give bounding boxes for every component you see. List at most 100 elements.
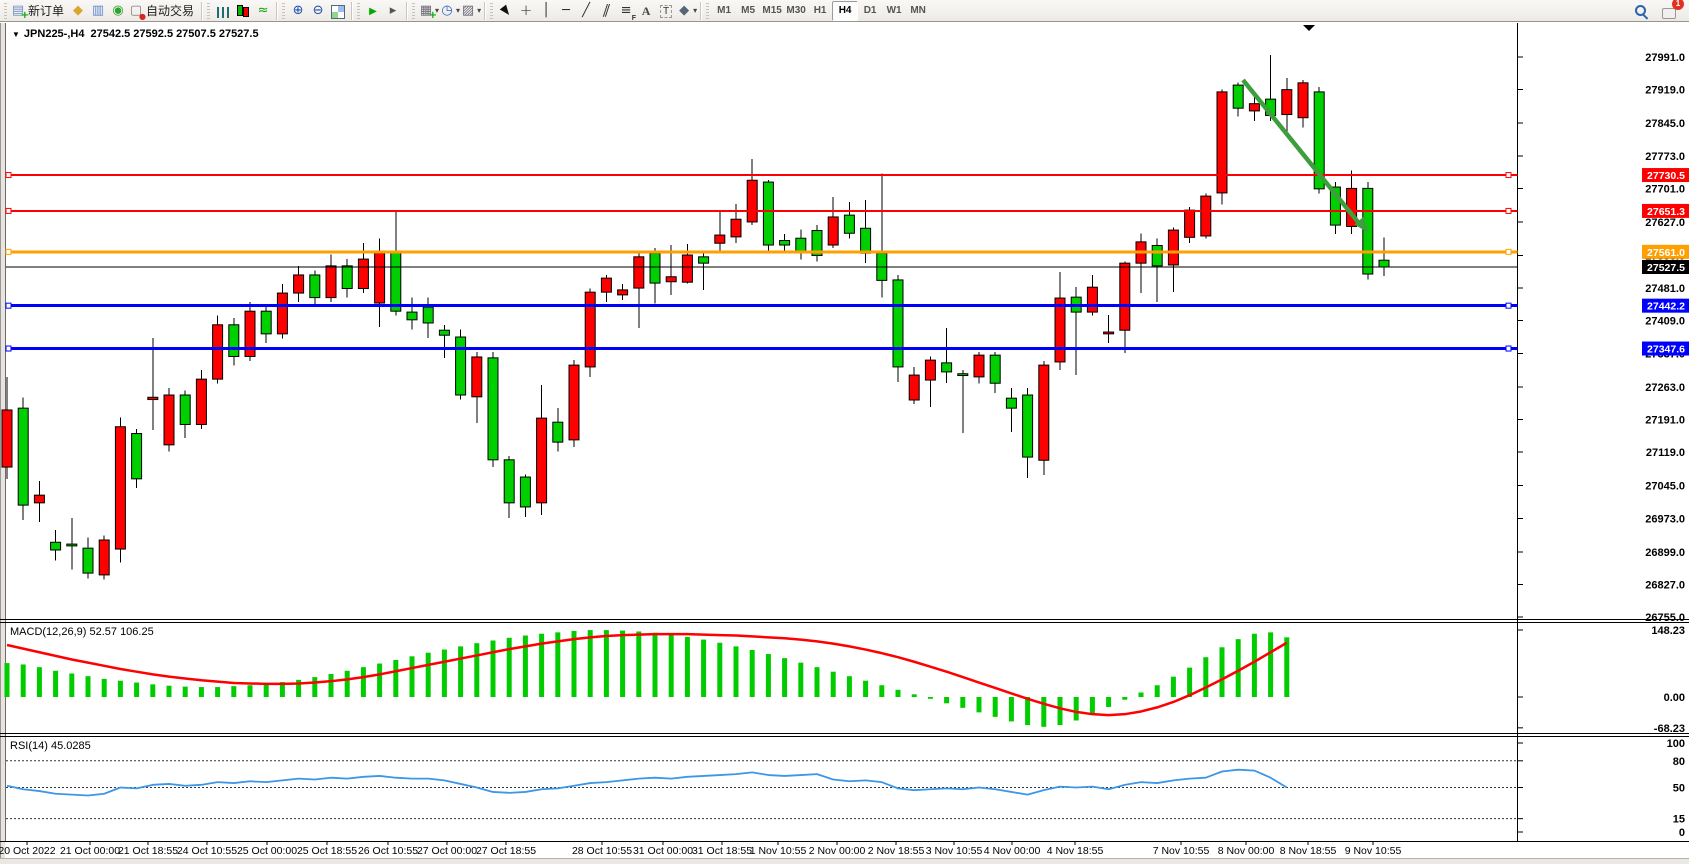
- macd-histogram-bar: [409, 656, 415, 697]
- label-button[interactable]: [656, 1, 676, 21]
- periods-button[interactable]: ▾: [439, 1, 460, 21]
- dropdown-arrow-icon[interactable]: ▾: [693, 6, 698, 15]
- new-order-button[interactable]: 新订单: [10, 1, 68, 21]
- macd-histogram-bar: [425, 652, 431, 697]
- macd-histogram-bar: [668, 634, 674, 697]
- channel-button[interactable]: [596, 1, 616, 21]
- candle-chart-button[interactable]: [233, 1, 253, 21]
- line-chart-button[interactable]: [253, 1, 273, 21]
- price-tick-label: 26899.0: [1645, 547, 1685, 559]
- ohlc-open: 27542.5: [90, 28, 131, 40]
- time-tick-label: 28 Oct 10:55: [572, 845, 632, 857]
- price-tick-label: 27119.0: [1646, 447, 1685, 459]
- tf-m15[interactable]: M15: [762, 4, 782, 16]
- tf-m30[interactable]: M30: [786, 4, 806, 16]
- zoom-in-button[interactable]: [288, 1, 308, 21]
- candles-layer: [1, 55, 1390, 580]
- collapse-icon[interactable]: ▼: [12, 30, 20, 39]
- rsi-value: 45.0285: [50, 740, 91, 752]
- price-tick-label: 27991.0: [1645, 52, 1685, 64]
- crosshair-button[interactable]: [516, 1, 536, 21]
- price-badge: [1642, 203, 1689, 218]
- chart-title[interactable]: ▼ JPN225-,H4 27542.5 27592.5 27507.5 27527.5: [12, 28, 262, 41]
- price-badge-label: 27730.5: [1647, 170, 1685, 182]
- new-order-button-label: 新订单: [28, 4, 65, 18]
- tf-m1[interactable]: M1: [717, 4, 732, 16]
- zoomin-icon: [290, 3, 306, 19]
- toolbar-grip: [357, 2, 361, 19]
- candle-up: [973, 354, 985, 378]
- hline-icon: [558, 3, 574, 19]
- chart-shift-button[interactable]: [383, 1, 403, 21]
- candle-up: [374, 252, 386, 304]
- bar-chart-button[interactable]: [213, 1, 233, 21]
- candle-up: [924, 359, 936, 381]
- tile-windows-button[interactable]: [328, 1, 348, 21]
- tf-d1[interactable]: D1: [863, 4, 877, 16]
- chat-button[interactable]: 1: [1659, 0, 1684, 21]
- auto-scroll-button[interactable]: [363, 1, 383, 21]
- cursor-icon: [498, 3, 514, 19]
- tf-m5[interactable]: M5: [741, 4, 756, 16]
- toolbar-grip: [282, 2, 286, 19]
- macd-histogram-bar: [782, 658, 788, 697]
- toolbar-separator: [406, 1, 409, 20]
- time-tick-label: 24 Oct 10:55: [177, 845, 237, 857]
- macd-axis: 148.23 0.00 -68.23: [1517, 625, 1685, 735]
- auto-trading-button[interactable]: 自动交易: [128, 1, 198, 21]
- hline-button[interactable]: [556, 1, 576, 21]
- macd-histogram-bar: [1284, 637, 1290, 697]
- trendline-button[interactable]: [576, 1, 596, 21]
- macd-histogram-bar: [328, 673, 334, 697]
- zoom-out-button[interactable]: [308, 1, 328, 21]
- candle-down: [1329, 186, 1341, 226]
- price-tick-label: 27773.0: [1645, 151, 1685, 163]
- tf-w1[interactable]: W1: [886, 4, 902, 16]
- metaeditor-button[interactable]: [68, 1, 88, 21]
- chart-end-marker[interactable]: [1303, 25, 1315, 31]
- candle-down: [649, 252, 661, 284]
- signals-button[interactable]: [108, 1, 128, 21]
- ide-button[interactable]: [88, 1, 108, 21]
- candle-down: [487, 357, 499, 461]
- candle-up: [244, 310, 256, 358]
- tf-h1[interactable]: H1: [813, 4, 827, 16]
- text-button[interactable]: [636, 1, 656, 21]
- macd-histogram-bar: [927, 697, 933, 699]
- price-tick-label: 27845.0: [1645, 118, 1685, 130]
- toolbar-grip: [412, 2, 416, 19]
- macd-indicator-label: MACD(12,26,9) 52.57 106.25: [10, 626, 154, 638]
- dropdown-arrow-icon[interactable]: ▾: [456, 6, 461, 15]
- macd-histogram-bar: [101, 678, 107, 697]
- candle-up: [681, 254, 693, 283]
- line-handle: [1505, 248, 1512, 255]
- new-chart-button[interactable]: ▾: [418, 1, 439, 21]
- price-tick-label: 27191.0: [1645, 414, 1685, 426]
- dropdown-arrow-icon[interactable]: ▾: [477, 6, 482, 15]
- price-tick-label: 27919.0: [1645, 85, 1685, 97]
- macd-histogram-bar: [1122, 697, 1128, 700]
- price-tick-label: 27263.0: [1645, 382, 1685, 394]
- macd-histogram-bar: [344, 670, 350, 697]
- price-tick-label: 27045.0: [1645, 481, 1685, 493]
- cursor-button[interactable]: [496, 1, 516, 21]
- fibo-button[interactable]: [616, 1, 636, 22]
- macd-histogram-bar: [765, 654, 771, 697]
- tf-h4[interactable]: H4: [832, 0, 859, 21]
- templates-button[interactable]: ▾: [460, 1, 481, 21]
- trend-arrow[interactable]: [1241, 78, 1369, 233]
- horizontal-lines[interactable]: 27730.5 27651.3 27561.0 27527.5 27442.2 27347…: [5, 168, 1689, 356]
- candle-up: [1103, 331, 1115, 335]
- tf-mn[interactable]: MN: [910, 4, 926, 16]
- candle-down: [1232, 84, 1244, 109]
- vline-button[interactable]: [536, 1, 556, 21]
- macd-histogram-bar: [1025, 697, 1031, 726]
- candle-up: [163, 394, 175, 446]
- textA-icon: [638, 3, 654, 19]
- shapes-button[interactable]: ▾: [676, 1, 697, 21]
- dropdown-arrow-icon[interactable]: ▾: [435, 6, 440, 15]
- candle-up: [114, 426, 126, 550]
- search-button[interactable]: [1631, 1, 1651, 21]
